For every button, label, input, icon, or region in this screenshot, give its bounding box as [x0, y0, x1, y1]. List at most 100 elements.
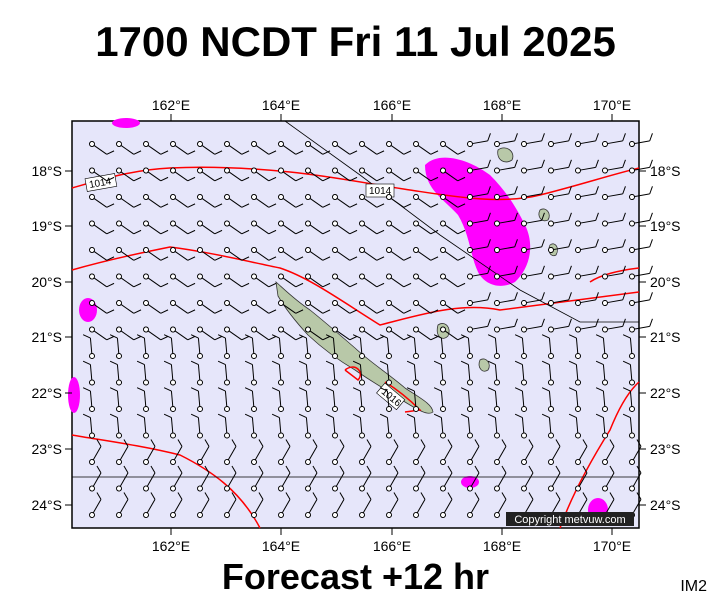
wind-barb — [575, 133, 599, 147]
wind-barb — [460, 387, 473, 412]
wind-barb — [602, 212, 626, 227]
wind-barb — [298, 360, 311, 386]
wind-barb — [622, 334, 635, 359]
wind-barb — [278, 167, 304, 182]
wind-barb — [224, 300, 250, 314]
wind-barb — [541, 387, 554, 412]
wind-barb — [224, 220, 250, 235]
wind-barb — [575, 292, 599, 306]
lon-label-bottom-170: 170°E — [593, 538, 631, 554]
page-title: 1700 NCDT Fri 11 Jul 2025 — [95, 18, 616, 65]
wind-barb — [575, 318, 599, 333]
wind-barb — [278, 439, 291, 465]
wind-barb — [244, 413, 257, 439]
wind-barb — [305, 326, 331, 341]
wind-barb — [629, 465, 642, 492]
wind-barb — [440, 167, 466, 182]
wind-barb — [602, 465, 615, 492]
wind-barb — [278, 247, 304, 261]
wind-barb — [170, 439, 183, 465]
wind-barb — [143, 465, 156, 492]
wind-barb — [440, 141, 466, 155]
wind-barb — [251, 439, 264, 465]
wind-barb — [494, 318, 518, 333]
wind-barb — [217, 334, 230, 359]
wind-barb — [332, 439, 345, 465]
wind-barb — [109, 334, 122, 359]
wind-barb — [514, 387, 527, 412]
wind-barb — [521, 133, 545, 147]
wind-barb — [629, 292, 653, 306]
lat-label-right-20: 20°S — [650, 274, 681, 290]
lon-label-top-170: 170°E — [593, 97, 631, 113]
wind-barb — [521, 439, 534, 465]
wind-barb — [440, 326, 466, 341]
wind-barb — [359, 326, 385, 341]
wind-barb — [332, 247, 358, 261]
wind-barb — [359, 141, 385, 155]
wind-barb — [352, 387, 365, 412]
wind-barb — [629, 265, 653, 280]
wind-barb — [305, 273, 331, 288]
wind-barb — [595, 334, 608, 359]
wind-barb — [332, 326, 358, 341]
wind-barb — [89, 492, 102, 518]
wind-barb — [251, 194, 277, 208]
map-background — [71, 120, 640, 529]
wind-barb — [541, 413, 554, 439]
wind-barb — [514, 360, 527, 386]
lat-label-left-18: 18°S — [31, 163, 62, 179]
forecast-label: Forecast +12 hr — [221, 556, 490, 597]
wind-barb — [352, 360, 365, 386]
wind-barb — [460, 360, 473, 386]
wind-barb — [406, 413, 419, 439]
wind-barb — [170, 300, 196, 314]
wind-barb — [629, 239, 653, 253]
wind-barb — [170, 326, 196, 341]
wind-barb — [82, 387, 95, 412]
wind-barb — [278, 141, 304, 155]
wind-barb — [109, 413, 122, 439]
wind-barb — [602, 318, 626, 333]
wind-barb — [622, 360, 635, 386]
wind-barb — [413, 194, 439, 208]
wind-barb — [332, 167, 358, 182]
wind-barb — [514, 413, 527, 439]
wind-barb — [89, 300, 115, 314]
wind-barb — [163, 360, 176, 386]
wind-barb — [413, 326, 439, 341]
wind-barb — [629, 159, 653, 174]
wind-barb — [116, 326, 142, 341]
wind-barb — [487, 334, 500, 359]
wind-barb — [467, 186, 491, 200]
wind-barb — [575, 212, 599, 227]
wind-barb — [548, 186, 572, 200]
wind-barb — [359, 439, 372, 465]
wind-barb — [278, 465, 291, 492]
wind-barb — [116, 300, 142, 314]
wind-barb — [521, 318, 545, 333]
wind-barb — [332, 220, 358, 235]
lat-label-right-23: 23°S — [650, 441, 681, 457]
wind-barb — [575, 239, 599, 253]
wind-barb — [440, 439, 453, 465]
wind-barb — [82, 413, 95, 439]
copyright-text: Copyright metvuw.com — [514, 514, 625, 526]
wind-barb — [244, 334, 257, 359]
wind-barb — [413, 465, 426, 492]
wind-barb — [143, 300, 169, 314]
wind-barb — [224, 167, 250, 182]
wind-barb — [595, 360, 608, 386]
wind-barb — [568, 387, 581, 412]
wind-barb — [386, 194, 412, 208]
wind-barb — [521, 239, 545, 253]
wind-barb — [143, 492, 156, 518]
wind-barb — [170, 167, 196, 182]
wind-barb — [217, 387, 230, 412]
wind-barb — [170, 220, 196, 235]
wind-barb — [460, 334, 473, 359]
lat-label-right-24: 24°S — [650, 497, 681, 513]
wind-barb — [352, 334, 365, 359]
wind-barb — [325, 387, 338, 412]
wind-barb — [521, 292, 545, 306]
